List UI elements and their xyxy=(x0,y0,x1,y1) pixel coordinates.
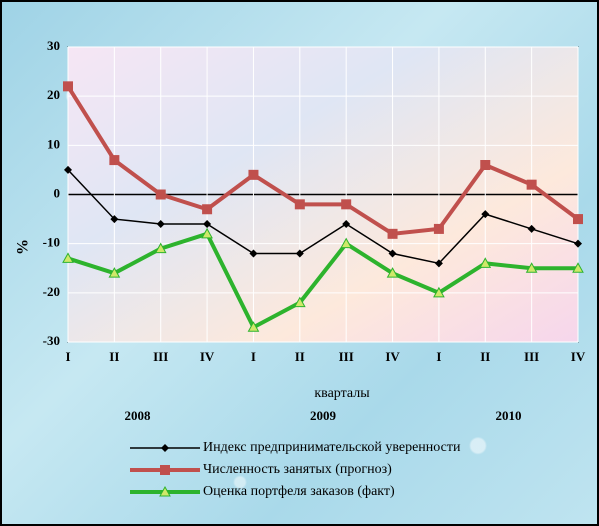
year-label: 2009 xyxy=(310,408,337,423)
point xyxy=(110,215,119,224)
point xyxy=(340,237,353,249)
point xyxy=(203,220,212,228)
y-tick-label: 10 xyxy=(47,136,60,151)
x-tick-label: II xyxy=(109,349,119,364)
legend-marker xyxy=(159,485,171,497)
legend-label: Оценка портфеля заказов (факт) xyxy=(203,484,395,499)
x-tick-label: I xyxy=(251,349,256,364)
y-tick-label: 20 xyxy=(47,87,60,102)
point xyxy=(63,81,73,92)
x-tick-label: IV xyxy=(200,349,215,364)
point xyxy=(247,321,260,332)
y-tick-label: 0 xyxy=(54,185,61,200)
y-tick-label: -30 xyxy=(43,333,60,348)
point xyxy=(388,249,397,258)
point xyxy=(342,220,351,228)
point xyxy=(572,262,584,273)
point xyxy=(573,214,583,225)
point xyxy=(64,165,72,174)
x-axis-label: кварталы xyxy=(314,386,370,401)
point xyxy=(527,224,536,233)
y-tick-label: -10 xyxy=(43,235,60,250)
point xyxy=(248,169,259,180)
point xyxy=(201,227,213,239)
point xyxy=(108,267,121,278)
point xyxy=(295,249,304,258)
year-label: 2008 xyxy=(125,408,152,423)
point xyxy=(525,262,538,273)
point xyxy=(433,286,445,298)
x-tick-label: IV xyxy=(385,349,400,364)
line xyxy=(67,169,579,265)
point xyxy=(62,252,74,263)
line xyxy=(66,85,580,236)
legend-label: Численность занятых (прогноз) xyxy=(203,462,392,477)
x-tick-label: II xyxy=(295,349,305,364)
point xyxy=(202,204,213,215)
y-tick-label: 30 xyxy=(47,38,60,53)
x-tick-label: III xyxy=(524,349,539,364)
legend-marker xyxy=(160,465,170,475)
y-axis-label: % xyxy=(15,239,32,255)
point xyxy=(294,199,305,210)
point xyxy=(480,160,491,170)
point xyxy=(574,239,582,248)
point xyxy=(109,155,120,166)
point xyxy=(155,189,166,200)
year-label: 2010 xyxy=(495,408,521,423)
point xyxy=(433,223,444,234)
point xyxy=(249,249,258,258)
point xyxy=(479,257,492,268)
x-tick-label: IV xyxy=(571,349,586,364)
point xyxy=(481,210,490,219)
point xyxy=(387,228,398,239)
x-tick-label: I xyxy=(436,349,441,364)
x-tick-label: I xyxy=(65,349,70,364)
y-tick-label: -20 xyxy=(43,284,60,299)
x-tick-label: II xyxy=(480,349,490,364)
point xyxy=(341,199,352,210)
point xyxy=(154,242,167,254)
x-tick-label: III xyxy=(339,349,354,364)
point xyxy=(156,220,165,228)
line xyxy=(67,231,578,330)
point xyxy=(386,267,399,278)
x-tick-label: III xyxy=(153,349,168,364)
legend-label: Индекс предпринимательской уверенности xyxy=(203,440,461,455)
point xyxy=(293,296,306,308)
legend-marker xyxy=(161,444,169,452)
point xyxy=(526,179,537,190)
point xyxy=(434,259,443,268)
